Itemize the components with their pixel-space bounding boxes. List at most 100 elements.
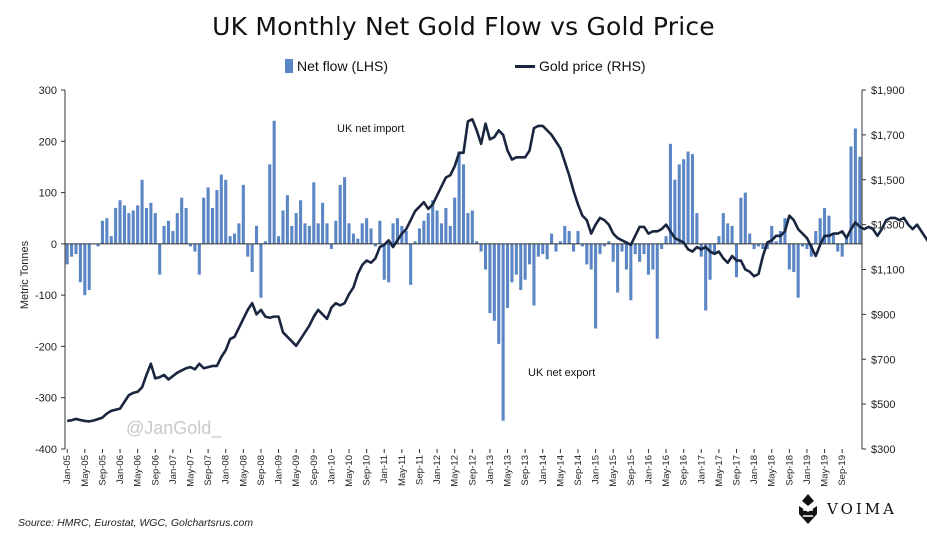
x-tick-label: May-16 (661, 455, 672, 487)
net-flow-bar (343, 177, 347, 244)
net-flow-bar (65, 243, 69, 265)
net-flow-bar (572, 243, 576, 252)
net-flow-bar (232, 233, 237, 244)
net-flow-bar (726, 223, 730, 244)
net-flow-bar (237, 223, 241, 244)
net-flow-bar (329, 243, 333, 249)
net-flow-bar (752, 243, 756, 249)
net-flow-bar (444, 207, 448, 244)
net-flow-bar (127, 213, 131, 244)
x-tick-label: May-07 (185, 455, 196, 487)
x-tick-label: Sep-08 (256, 455, 267, 486)
x-tick-label: May-05 (80, 455, 91, 487)
net-flow-bar (853, 128, 857, 244)
x-tick-label: Jan-08 (221, 455, 232, 484)
net-flow-bar (787, 243, 791, 270)
net-flow-bar (158, 243, 162, 275)
net-flow-bar (136, 205, 140, 244)
x-tick-label: Sep-13 (520, 455, 531, 486)
net-flow-bar (299, 200, 303, 244)
net-flow-bar (519, 243, 523, 291)
x-tick-label: Jan-06 (115, 455, 126, 484)
x-tick-label: Sep-11 (414, 455, 425, 485)
net-flow-bar (453, 197, 457, 244)
right-tick-label: $900 (871, 309, 895, 321)
net-flow-bar (417, 228, 422, 244)
net-flow-bar (290, 225, 294, 244)
net-flow-bar (140, 179, 144, 244)
net-flow-bar (673, 179, 677, 244)
net-flow-bar (717, 236, 721, 244)
y-axis-label: Metric Tonnes (19, 240, 31, 309)
right-tick-label: $1,900 (871, 85, 905, 97)
right-tick-label: $1,700 (871, 130, 905, 142)
net-flow-bar (131, 210, 135, 244)
net-flow-bar (83, 243, 87, 296)
net-flow-bar (620, 243, 624, 252)
left-tick-label: -400 (35, 444, 57, 456)
net-flow-bar (404, 231, 408, 244)
net-flow-bar (576, 231, 580, 244)
legend: Net flow (LHS) Gold price (RHS) (0, 58, 927, 78)
right-tick-label: $300 (871, 444, 895, 456)
legend-item-gold-price: Gold price (RHS) (515, 58, 646, 74)
net-flow-bar (307, 225, 311, 244)
net-flow-bar (629, 243, 633, 301)
right-tick-label: $1,100 (871, 265, 905, 277)
net-flow-bar (479, 243, 483, 252)
net-flow-bar (373, 243, 377, 247)
x-tick-label: Jan-12 (432, 455, 443, 484)
net-flow-bar (602, 243, 606, 247)
net-flow-bar (721, 213, 725, 244)
net-flow-bar (492, 243, 496, 321)
net-flow-bar (422, 220, 426, 244)
net-flow-bar (457, 151, 461, 244)
net-flow-bar (365, 218, 369, 244)
net-flow-bar (356, 238, 360, 244)
right-tick-label: $500 (871, 399, 895, 411)
right-tick-label: $1,300 (871, 220, 905, 232)
net-flow-bar (730, 225, 734, 244)
x-tick-label: Jan-11 (379, 455, 390, 483)
net-flow-bar (505, 243, 510, 308)
net-flow-bar (814, 231, 818, 244)
net-flow-bar (642, 243, 646, 255)
net-flow-bar (831, 233, 835, 244)
net-flow-bar (426, 213, 430, 244)
net-flow-bar (774, 241, 778, 244)
x-tick-label: May-17 (714, 455, 725, 487)
net-flow-bar (514, 243, 518, 275)
net-flow-bar (184, 207, 188, 244)
logo-emblem-icon (799, 494, 817, 524)
logo-text: VOIMA (827, 500, 897, 518)
net-flow-bar (633, 243, 637, 255)
net-flow-bar (651, 243, 655, 270)
net-flow-bar (488, 243, 492, 314)
net-flow-bar (255, 225, 259, 244)
x-tick-label: Sep-18 (784, 455, 795, 486)
x-tick-label: Jan-07 (168, 455, 179, 484)
net-flow-bar (228, 236, 232, 244)
x-tick-label: Sep-14 (573, 455, 584, 486)
x-tick-label: Jan-05 (62, 455, 73, 484)
legend-item-net-flow: Net flow (LHS) (285, 58, 388, 74)
net-flow-bar (501, 243, 505, 421)
net-flow-bar (325, 223, 329, 244)
net-flow-bar (259, 243, 263, 298)
net-flow-bar (219, 174, 223, 244)
net-flow-bar (475, 241, 479, 244)
net-flow-bar (677, 164, 681, 244)
net-flow-bar (545, 243, 549, 260)
x-tick-label: Jan-14 (538, 455, 549, 484)
net-flow-bar (858, 156, 862, 244)
net-flow-bar (536, 243, 540, 257)
net-flow-bar (638, 243, 642, 262)
net-flow-bar (210, 207, 215, 244)
chart-title: UK Monthly Net Gold Flow vs Gold Price (212, 12, 715, 41)
legend-label-gold-price: Gold price (RHS) (539, 58, 646, 74)
net-flow-bar (611, 243, 615, 262)
net-flow-bar (118, 200, 122, 244)
net-flow-bar (144, 207, 148, 244)
left-tick-label: -200 (35, 341, 57, 353)
